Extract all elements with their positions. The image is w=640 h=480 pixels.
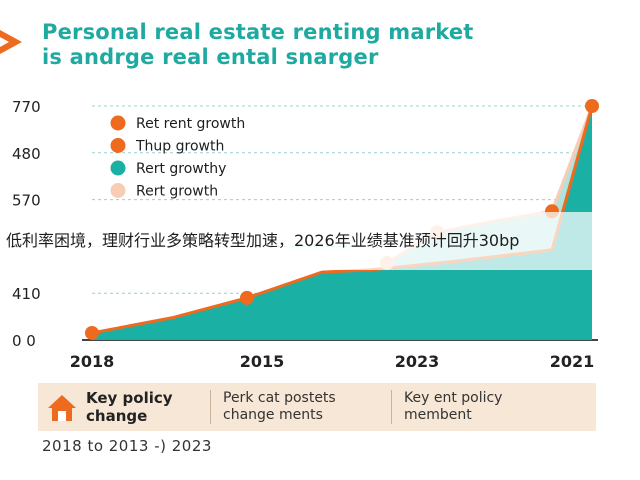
y-tick-label: 770 xyxy=(12,98,41,116)
overlay-caption: 低利率困境，理财行业多策略转型加速，2026年业绩基准预计回升30bp xyxy=(6,231,520,250)
legend-swatch xyxy=(110,160,126,176)
legend-swatch xyxy=(110,138,126,153)
x-tick-label: 2018 xyxy=(70,352,115,371)
policy-key-label: Key policy change xyxy=(86,389,210,425)
x-tick-label: 2023 xyxy=(395,352,440,371)
chart-title: Personal real estate renting market is a… xyxy=(42,20,622,70)
house-icon xyxy=(38,383,86,431)
policy-column-2: Key ent policy membent xyxy=(392,390,582,424)
legend-label: Ret rent growth xyxy=(136,116,245,132)
policy-bar: Key policy change Perk cat postets chang… xyxy=(38,383,596,431)
data-point xyxy=(240,290,254,305)
x-tick-label: 2015 xyxy=(240,352,285,371)
policy-key-line-2: change xyxy=(86,407,148,425)
policy-col2-line-1: Key ent policy xyxy=(404,390,503,406)
legend-swatch xyxy=(110,183,126,198)
policy-divider xyxy=(210,390,211,424)
legend-swatch xyxy=(110,115,126,131)
y-tick-label: 570 xyxy=(12,192,41,210)
policy-col1-line-2: change ments xyxy=(223,407,323,423)
footer-text: 2018 to 2013 -) 2023 xyxy=(42,437,212,455)
y-tick-label: 410 xyxy=(12,285,41,303)
policy-column-1: Perk cat postets change ments xyxy=(211,390,391,424)
y-tick-label: 480 xyxy=(12,145,41,163)
x-tick-label: 2021 xyxy=(550,352,595,371)
data-point xyxy=(85,325,99,340)
y-tick-label: 0 0 xyxy=(12,332,36,350)
legend-label: Thup growth xyxy=(135,139,224,155)
policy-divider xyxy=(391,390,392,424)
policy-col1-line-1: Perk cat postets xyxy=(223,390,336,406)
data-point xyxy=(585,99,599,113)
overlay-band xyxy=(0,212,640,270)
title-line-1: Personal real estate renting market xyxy=(42,20,474,44)
legend-label: Rert growthy xyxy=(136,161,226,177)
title-line-2: is andrge real ental snarger xyxy=(42,45,379,69)
policy-col2-line-2: membent xyxy=(404,407,472,423)
policy-key-line-1: Key policy xyxy=(86,389,173,407)
legend-label: Rert growth xyxy=(136,184,218,200)
main-area xyxy=(92,106,592,340)
corner-arrow-icon xyxy=(0,30,22,54)
